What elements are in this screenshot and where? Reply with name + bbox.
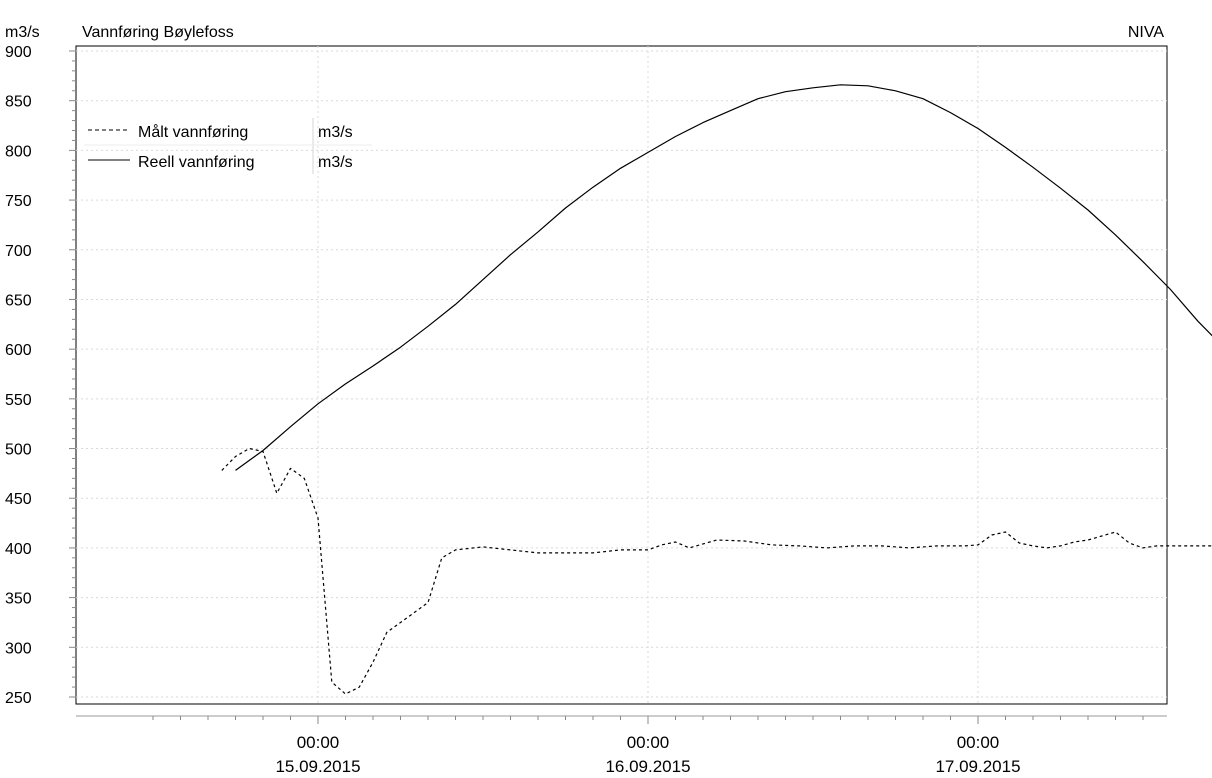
y-tick-label: 450 xyxy=(5,491,32,508)
x-tick-label-date: 17.09.2015 xyxy=(935,757,1020,776)
y-tick-label: 800 xyxy=(5,143,32,160)
plot-area xyxy=(75,45,1168,705)
y-tick-label: 600 xyxy=(5,342,32,359)
chart-title: Vannføring Bøylefoss xyxy=(82,24,234,41)
source-label: NIVA xyxy=(1128,24,1164,41)
legend-label-measured: Målt vannføring xyxy=(138,123,248,141)
y-tick-label: 650 xyxy=(5,292,32,309)
x-axis: 00:00 15.09.2015 00:00 16.09.2015 00:00 17.09… xyxy=(76,715,1167,776)
y-unit-label: m3/s xyxy=(5,24,40,41)
y-tick-label: 350 xyxy=(5,591,32,608)
y-tick-label: 500 xyxy=(5,442,32,459)
y-tick-label: 750 xyxy=(5,193,32,210)
x-tick-label-time: 00:00 xyxy=(297,733,340,752)
x-tick-label-time: 00:00 xyxy=(957,733,1000,752)
y-tick-label: 400 xyxy=(5,541,32,558)
y-axis: 900 850 800 750 700 650 600 550 500 450 400 350 300 2… xyxy=(5,44,76,707)
legend: Målt vannføring m3/s Reell vannføring m3… xyxy=(84,118,372,174)
y-tick-label: 550 xyxy=(5,392,32,409)
x-tick-label-time: 00:00 xyxy=(627,733,670,752)
y-tick-label: 300 xyxy=(5,640,32,657)
series-line-measured xyxy=(221,447,1212,695)
series-lines xyxy=(221,84,1212,695)
y-tick-label: 700 xyxy=(5,243,32,260)
legend-unit-actual: m3/s xyxy=(318,154,353,171)
y-tick-label: 850 xyxy=(5,94,32,111)
x-tick-label-date: 16.09.2015 xyxy=(605,757,690,776)
series-line-actual xyxy=(235,84,1212,471)
y-tick-label: 900 xyxy=(5,44,32,61)
legend-label-actual: Reell vannføring xyxy=(138,154,255,171)
x-tick-label-date: 15.09.2015 xyxy=(275,757,360,776)
y-tick-label: 250 xyxy=(5,690,32,707)
legend-unit-measured: m3/s xyxy=(318,124,353,141)
grid xyxy=(76,46,1167,704)
